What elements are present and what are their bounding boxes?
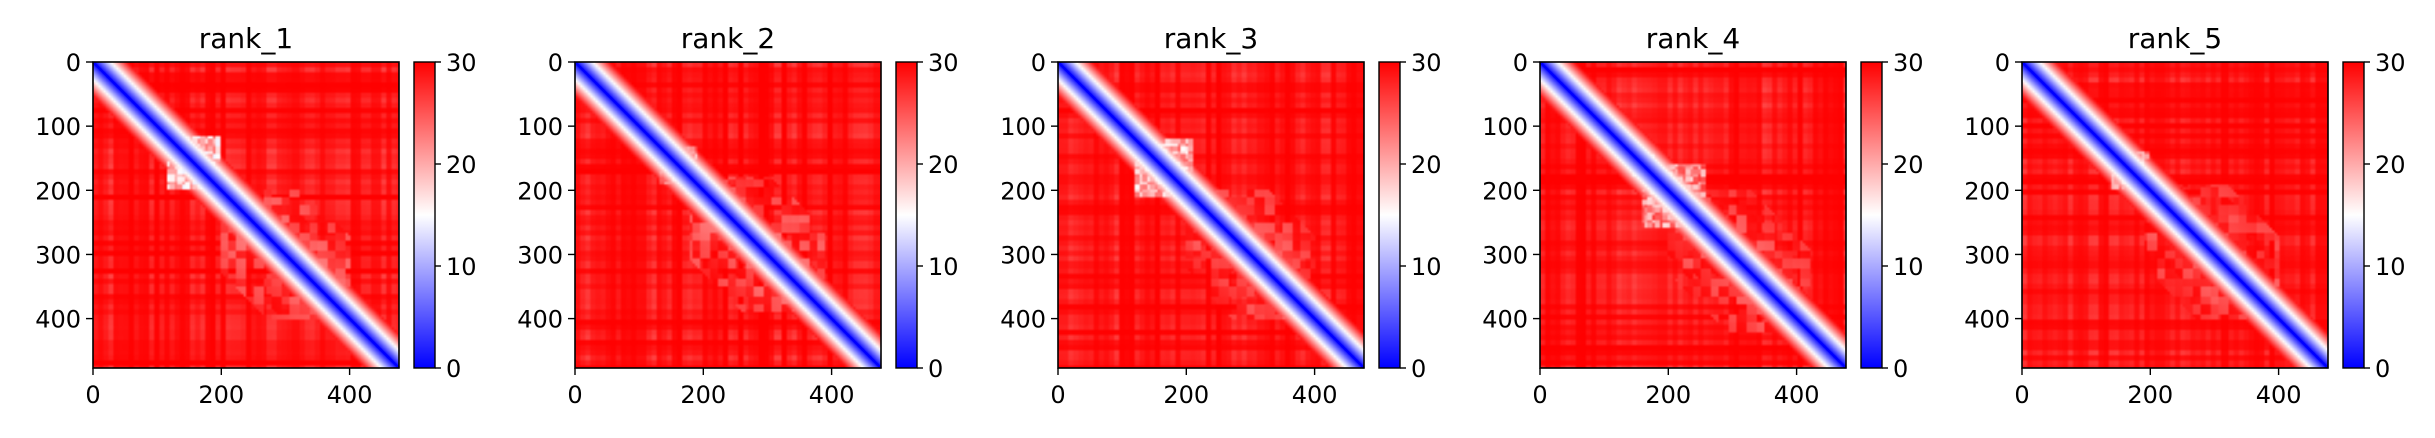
x-tick-label: 200 (680, 381, 726, 409)
colorbar-tick-label: 0 (446, 355, 461, 383)
y-tick-label: 300 (1964, 241, 2010, 269)
x-tick-label: 400 (809, 381, 855, 409)
y-tick-label: 400 (35, 306, 81, 334)
colorbar (413, 61, 436, 369)
x-tick-label: 0 (2014, 381, 2029, 409)
colorbar-tick-label: 30 (446, 49, 477, 77)
heatmap-panel-3: rank_3 0 100 200 300 400 0 200 400 0 10 20 30 (1000, 22, 1441, 409)
y-tick-label: 200 (1964, 177, 2010, 205)
colorbar-tick-label: 0 (2375, 355, 2390, 383)
colorbar (1378, 61, 1401, 369)
y-tick-label: 100 (517, 113, 563, 141)
y-tick-label: 300 (1482, 241, 1528, 269)
heatmap-panel-2: rank_2 0 100 200 300 400 0 200 400 0 10 20 30 (517, 22, 958, 409)
heatmap-panel-5: rank_5 0 100 200 300 400 0 200 400 0 10 20 30 (1964, 22, 2405, 409)
y-tick-label: 100 (1000, 113, 1046, 141)
colorbar-tick-label: 10 (2375, 253, 2406, 281)
heatmap-panel-4: rank_4 0 100 200 300 400 0 200 400 0 10 20 30 (1482, 22, 1923, 409)
axes-frame (92, 61, 400, 369)
diagonal-line (2021, 61, 2329, 369)
x-tick-label: 200 (198, 381, 244, 409)
axes-frame (1057, 61, 1365, 369)
colorbar-tick-label: 0 (1893, 355, 1908, 383)
colorbar-tick-label: 10 (928, 253, 959, 281)
y-tick-label: 400 (1000, 306, 1046, 334)
diagonal-line (92, 61, 400, 369)
colorbar-tick-label: 30 (1893, 49, 1924, 77)
y-tick-label: 400 (1482, 306, 1528, 334)
diagonal-line (1539, 61, 1847, 369)
colorbar-tick-label: 30 (2375, 49, 2406, 77)
x-tick-label: 0 (567, 381, 582, 409)
y-tick-label: 400 (1964, 306, 2010, 334)
colorbar-tick-label: 20 (1411, 151, 1442, 179)
colorbar-tick-label: 10 (1411, 253, 1442, 281)
panel-title: rank_4 (1646, 22, 1740, 55)
diagonal-line (574, 61, 882, 369)
y-tick-label: 400 (517, 306, 563, 334)
x-tick-label: 0 (1532, 381, 1547, 409)
x-tick-label: 0 (85, 381, 100, 409)
axes-frame (1539, 61, 1847, 369)
colorbar-tick-label: 0 (928, 355, 943, 383)
axes-frame (574, 61, 882, 369)
y-tick-label: 300 (35, 241, 81, 269)
panel-title: rank_5 (2128, 22, 2222, 55)
colorbar-tick-label: 20 (1893, 151, 1924, 179)
y-tick-label: 300 (1000, 241, 1046, 269)
y-tick-label: 100 (35, 113, 81, 141)
colorbar-tick-label: 0 (1411, 355, 1426, 383)
y-tick-label: 0 (548, 49, 563, 77)
y-tick-label: 200 (517, 177, 563, 205)
colorbar (895, 61, 918, 369)
y-tick-label: 300 (517, 241, 563, 269)
axes-frame (2021, 61, 2329, 369)
y-tick-label: 200 (1000, 177, 1046, 205)
panel-title: rank_2 (681, 22, 775, 55)
y-tick-label: 0 (1031, 49, 1046, 77)
colorbar-tick-label: 30 (928, 49, 959, 77)
y-tick-label: 100 (1964, 113, 2010, 141)
x-tick-label: 400 (1774, 381, 1820, 409)
colorbar (2342, 61, 2365, 369)
y-tick-label: 200 (35, 177, 81, 205)
heatmap-panel-1: rank_1 0 100 200 300 400 0 200 400 0 10 20 30 (35, 22, 476, 409)
y-tick-label: 0 (66, 49, 81, 77)
y-tick-label: 100 (1482, 113, 1528, 141)
panel-title: rank_1 (199, 22, 293, 55)
x-tick-label: 400 (2256, 381, 2302, 409)
colorbar-tick-label: 30 (1411, 49, 1442, 77)
y-tick-label: 200 (1482, 177, 1528, 205)
colorbar (1860, 61, 1883, 369)
y-tick-label: 0 (1513, 49, 1528, 77)
colorbar-tick-label: 20 (2375, 151, 2406, 179)
x-tick-label: 200 (1163, 381, 1209, 409)
colorbar-tick-label: 10 (446, 253, 477, 281)
x-tick-label: 0 (1050, 381, 1065, 409)
colorbar-tick-label: 20 (928, 151, 959, 179)
x-tick-label: 200 (1645, 381, 1691, 409)
colorbar-tick-label: 20 (446, 151, 477, 179)
x-tick-label: 200 (2127, 381, 2173, 409)
diagonal-line (1057, 61, 1365, 369)
colorbar-tick-label: 10 (1893, 253, 1924, 281)
x-tick-label: 400 (1292, 381, 1338, 409)
panel-title: rank_3 (1164, 22, 1258, 55)
x-tick-label: 400 (327, 381, 373, 409)
y-tick-label: 0 (1995, 49, 2010, 77)
